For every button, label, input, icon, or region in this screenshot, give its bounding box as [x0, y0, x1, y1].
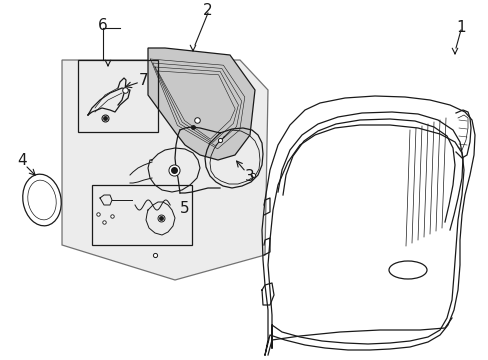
Text: 4: 4 [17, 153, 27, 167]
Text: 6: 6 [98, 18, 108, 32]
Bar [78, 60, 158, 132]
Polygon shape [62, 60, 267, 280]
Polygon shape [148, 48, 254, 160]
Text: 7: 7 [139, 72, 148, 87]
Text: 2: 2 [203, 3, 212, 18]
Bar [92, 185, 192, 245]
Text: 3: 3 [244, 168, 254, 184]
Text: 5: 5 [180, 201, 189, 216]
Text: 1: 1 [455, 19, 465, 35]
